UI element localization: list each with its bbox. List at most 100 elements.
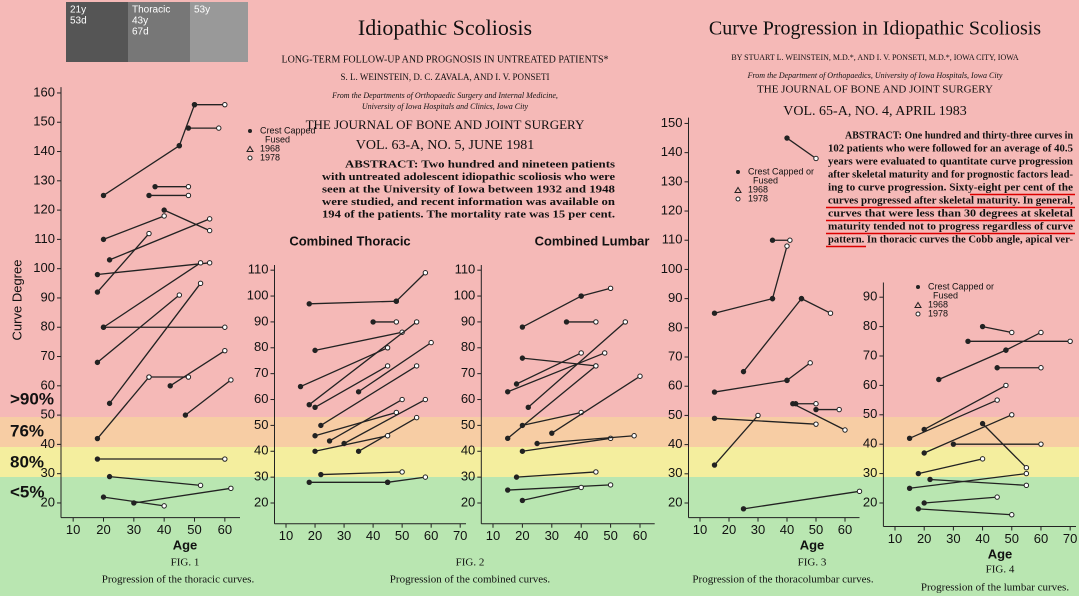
x-tick-label: 60: [1034, 531, 1048, 546]
y-tick-label: 110: [34, 231, 55, 246]
data-point: [394, 299, 398, 303]
data-point: [1068, 339, 1072, 343]
data-point: [198, 483, 202, 487]
article-authors: BY STUART L. WEINSTEIN, M.D.*, AND I. V.…: [731, 53, 1019, 62]
data-point: [514, 382, 518, 386]
data-point: [594, 364, 598, 368]
x-tick-label: 40: [366, 528, 380, 543]
data-point: [186, 184, 190, 188]
article-subtitle: LONG-TERM FOLLOW-UP AND PROGNOSIS IN UNT…: [281, 54, 608, 65]
article-title: Idiopathic Scoliosis: [358, 15, 532, 40]
x-tick-label: 50: [187, 522, 201, 537]
data-point: [814, 156, 818, 160]
figure-caption: Progression of the lumbar curves.: [921, 582, 1069, 594]
data-point: [1010, 513, 1014, 517]
data-point: [579, 351, 583, 355]
y-tick-label: 140: [33, 143, 55, 158]
article-authors: S. L. WEINSTEIN, D. C. ZAVALA, AND I. V.…: [341, 72, 550, 82]
data-point: [980, 421, 984, 425]
data-point: [814, 407, 818, 411]
data-point: [313, 348, 317, 352]
data-point: [514, 475, 518, 479]
y-tick-label: 90: [863, 289, 877, 304]
legend-marker: [248, 156, 252, 160]
data-point: [791, 402, 795, 406]
y-tick-label: 70: [254, 365, 268, 380]
photo-label: 67d: [132, 27, 149, 38]
data-point: [1024, 483, 1028, 487]
data-point: [313, 405, 317, 409]
data-point: [313, 434, 317, 438]
figure-number: FIG. 3: [798, 557, 827, 569]
y-tick-label: 70: [461, 365, 475, 380]
x-tick-label: 60: [424, 528, 438, 543]
y-tick-label: 80: [863, 318, 877, 333]
abstract-line: ABSTRACT: Two hundred and nineteen patie…: [345, 159, 615, 170]
data-point: [414, 415, 418, 419]
data-point: [385, 434, 389, 438]
x-tick-label: 40: [574, 528, 588, 543]
data-point: [995, 366, 999, 370]
y-tick-label: 50: [41, 407, 55, 422]
data-point: [1004, 383, 1008, 387]
data-point: [319, 472, 323, 476]
y-tick-label: 40: [41, 436, 55, 451]
x-tick-label: 20: [917, 531, 931, 546]
abstract-line: 102 patients who were followed for an av…: [828, 143, 1073, 154]
data-point: [356, 390, 360, 394]
y-tick-label: 40: [863, 436, 877, 451]
abstract-line: ABSTRACT: One hundred and thirty-three c…: [845, 130, 1073, 141]
y-tick-label: 150: [33, 114, 55, 129]
data-point: [429, 340, 433, 344]
data-point: [394, 320, 398, 324]
data-point: [550, 431, 554, 435]
y-tick-label: 100: [454, 287, 476, 302]
data-point: [594, 320, 598, 324]
data-point: [579, 294, 583, 298]
y-tick-label: 130: [33, 172, 55, 187]
data-point: [223, 102, 227, 106]
data-point: [168, 384, 172, 388]
x-tick-label: 20: [722, 522, 736, 537]
journal-volume: VOL. 65-A, NO. 4, APRIL 1983: [783, 104, 966, 119]
data-point: [995, 398, 999, 402]
data-point: [922, 451, 926, 455]
data-point: [785, 136, 789, 140]
data-point: [223, 348, 227, 352]
data-point: [95, 360, 99, 364]
data-point: [788, 238, 792, 242]
data-point: [712, 416, 716, 420]
abstract-line: seen at the University of Iowa between 1…: [322, 184, 615, 195]
data-point: [162, 214, 166, 218]
legend-marker: [248, 129, 252, 133]
data-point: [535, 441, 539, 445]
x-tick-label: 10: [888, 531, 902, 546]
data-point: [327, 439, 331, 443]
y-tick-label: 60: [41, 377, 55, 392]
y-tick-label: 50: [254, 417, 268, 432]
data-point: [162, 208, 166, 212]
data-point: [799, 296, 803, 300]
abstract-line: curves that were less than 30 degrees at…: [828, 208, 1073, 219]
data-point: [907, 486, 911, 490]
y-tick-label: 20: [461, 494, 475, 509]
y-tick-label: 20: [41, 494, 55, 509]
figure-number: FIG. 1: [171, 557, 200, 569]
data-point: [207, 217, 211, 221]
data-point: [95, 457, 99, 461]
abstract-line: with untreated adolescent idiopathic sco…: [322, 172, 616, 183]
data-point: [177, 143, 181, 147]
x-tick-label: 60: [633, 528, 647, 543]
x-tick-label: 10: [66, 522, 80, 537]
y-tick-label: 40: [254, 443, 268, 458]
data-point: [1039, 442, 1043, 446]
y-tick-label: 110: [662, 232, 683, 247]
data-point: [313, 449, 317, 453]
x-tick-label: 20: [308, 528, 322, 543]
y-tick-label: 80: [41, 319, 55, 334]
data-point: [107, 474, 111, 478]
data-point: [101, 495, 105, 499]
x-tick-label: 60: [838, 522, 852, 537]
data-point: [183, 413, 187, 417]
y-tick-label: 120: [661, 202, 683, 217]
